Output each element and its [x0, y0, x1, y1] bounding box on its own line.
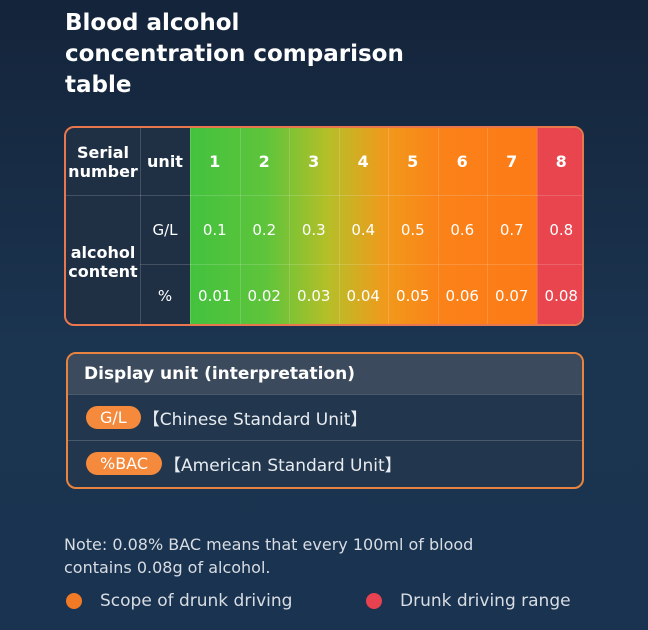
table-cell: 7 — [506, 152, 518, 171]
title: Blood alcohol concentration comparison t… — [65, 10, 404, 98]
grid-line — [289, 128, 290, 324]
table-cell: 0.08 — [544, 287, 578, 305]
unit-text: 【American Standard Unit】 — [164, 456, 402, 476]
table-cell: 6 — [456, 152, 468, 171]
legend-dot — [366, 593, 382, 609]
table-cell: 0.5 — [400, 220, 425, 239]
unit-badge: G/L — [86, 406, 141, 429]
table-cell: 0.3 — [301, 220, 326, 239]
grid-line — [388, 128, 389, 324]
table-cell: 1 — [209, 152, 221, 171]
table-cell: 0.01 — [198, 287, 232, 305]
grid-line — [536, 128, 538, 324]
table-cell: 0.7 — [499, 220, 524, 239]
legend-item: Scope of drunk driving — [66, 591, 292, 611]
table-cell: 0.1 — [202, 220, 227, 239]
table-cell: 0.4 — [351, 220, 376, 239]
table-cell: G/L — [152, 220, 178, 239]
legend-label: Drunk driving range — [400, 591, 571, 611]
display-unit-title: Display unit (interpretation) — [68, 354, 582, 394]
gradient-band — [190, 128, 537, 324]
grid-line — [190, 128, 191, 324]
table-cell: 2 — [258, 152, 270, 171]
table-cell: 4 — [357, 152, 369, 171]
grid-line — [66, 195, 582, 196]
table-cell: alcohol content — [68, 242, 138, 281]
grid-line — [437, 128, 439, 324]
grid-line — [239, 128, 241, 324]
grid-line — [338, 128, 340, 324]
unit-text: 【Chinese Standard Unit】 — [142, 410, 368, 430]
table-cell: Serial number — [68, 142, 138, 181]
table-cell: 0.04 — [346, 287, 380, 305]
table-cell: 3 — [308, 152, 320, 171]
table-cell: 0.2 — [252, 220, 277, 239]
legend-dot — [66, 593, 82, 609]
table-cell: 0.05 — [396, 287, 430, 305]
unit-row: G/L 【Chinese Standard Unit】 — [68, 394, 582, 440]
unit-row: %BAC 【American Standard Unit】 — [68, 440, 582, 486]
grid-line — [140, 128, 141, 324]
display-unit-box: Display unit (interpretation) G/L 【Chines… — [66, 352, 584, 489]
legend-label: Scope of drunk driving — [100, 591, 293, 611]
table-cell: 0.02 — [247, 287, 281, 305]
table-cell: 0.6 — [450, 220, 475, 239]
grid-line — [140, 264, 582, 265]
red-band — [536, 128, 582, 324]
unit-badge: %BAC — [86, 452, 163, 475]
table-cell: % — [157, 287, 173, 305]
table-cell: 5 — [407, 152, 419, 171]
bac-table: Serial number unit 1 2 3 4 5 6 7 8 alcohol content… — [64, 126, 584, 326]
table-cell: 0.07 — [495, 287, 529, 305]
note: Note: 0.08% BAC means that every 100ml o… — [64, 535, 474, 577]
table-cell: 0.03 — [297, 287, 331, 305]
table-cell: 0.06 — [445, 287, 479, 305]
table-cell: 0.8 — [549, 220, 574, 239]
table-cell: 8 — [555, 152, 567, 171]
legend-item: Drunk driving range — [366, 591, 571, 611]
table-cell: unit — [147, 152, 183, 171]
grid-line — [487, 128, 488, 324]
